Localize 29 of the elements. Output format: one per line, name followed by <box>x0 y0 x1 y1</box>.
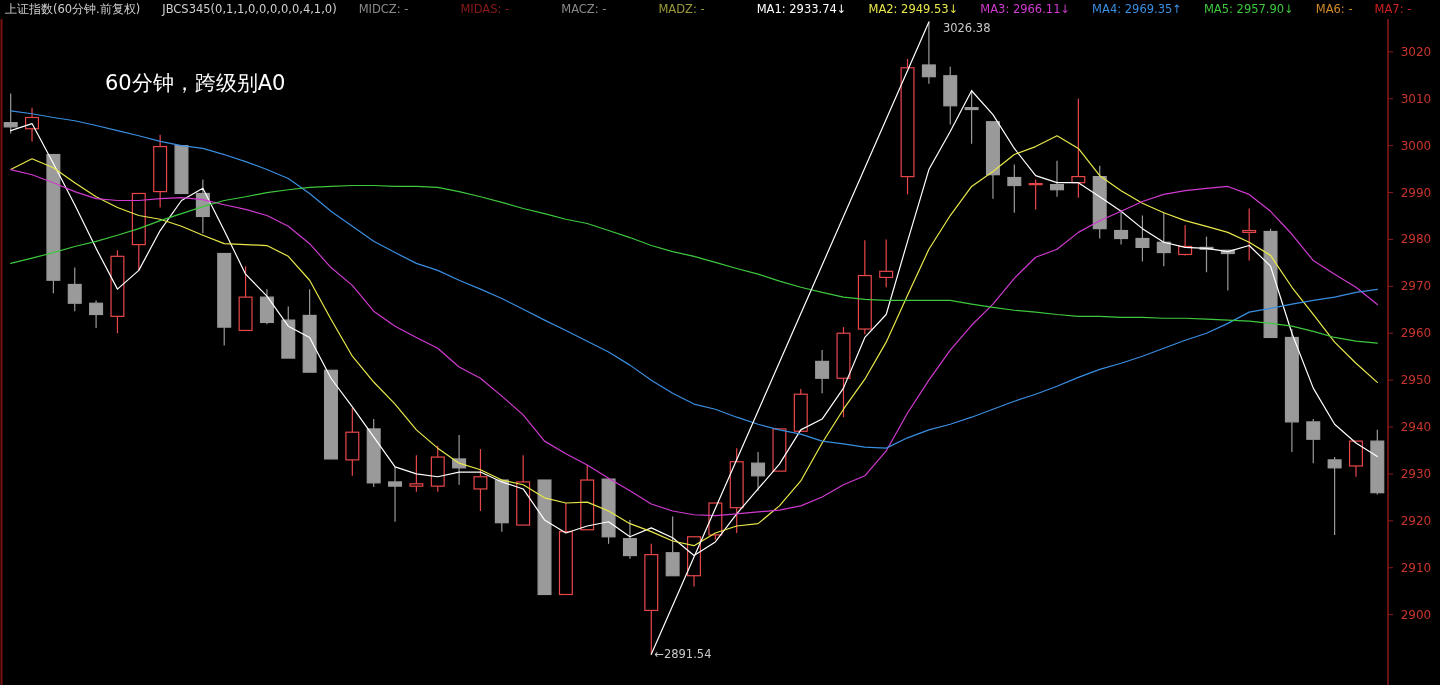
text: MA1: 2933.74↓ <box>756 2 847 16</box>
y-tick-label: 2950 <box>1400 373 1432 388</box>
chart-title: 上证指数(60分钟.前复权) <box>5 2 141 16</box>
y-tick-label: 2970 <box>1400 279 1432 294</box>
chart-subtitle: JBCS345(0,1,1,0,0,0,0,0,4,1,0) <box>161 2 337 16</box>
text: MA4: 2969.35↑ <box>1092 2 1182 16</box>
y-tick-label: 2990 <box>1400 185 1432 200</box>
y-tick-label: 3000 <box>1400 138 1432 153</box>
text: MA2: 2949.53↓ <box>868 2 959 16</box>
text: MIDCZ: - <box>358 2 409 16</box>
y-tick-label: 2980 <box>1400 232 1432 247</box>
y-tick-label: 3020 <box>1400 44 1432 59</box>
text: MA7: - <box>1374 2 1412 16</box>
text: MA5: 2957.90↓ <box>1203 2 1294 16</box>
text: MA3: 2966.11↓ <box>980 2 1071 16</box>
text: MADZ: - <box>658 2 705 16</box>
text: MA6: - <box>1315 2 1353 16</box>
y-tick-label: 3010 <box>1400 91 1432 106</box>
y-tick-label: 2910 <box>1400 560 1432 575</box>
text: MIDAS: - <box>460 2 510 16</box>
y-tick-label: 2960 <box>1400 326 1432 341</box>
y-tick-label: 2940 <box>1400 420 1432 435</box>
y-tick-label: 2920 <box>1400 513 1432 528</box>
annotation: 3026.38 <box>942 20 991 35</box>
y-tick-label: 2900 <box>1400 607 1432 622</box>
annotation: ←2891.54 <box>654 647 712 662</box>
text: MACZ: - <box>561 2 607 16</box>
annotation: 60分钟，跨级别A0 <box>105 71 286 95</box>
y-tick-label: 2930 <box>1400 466 1432 481</box>
